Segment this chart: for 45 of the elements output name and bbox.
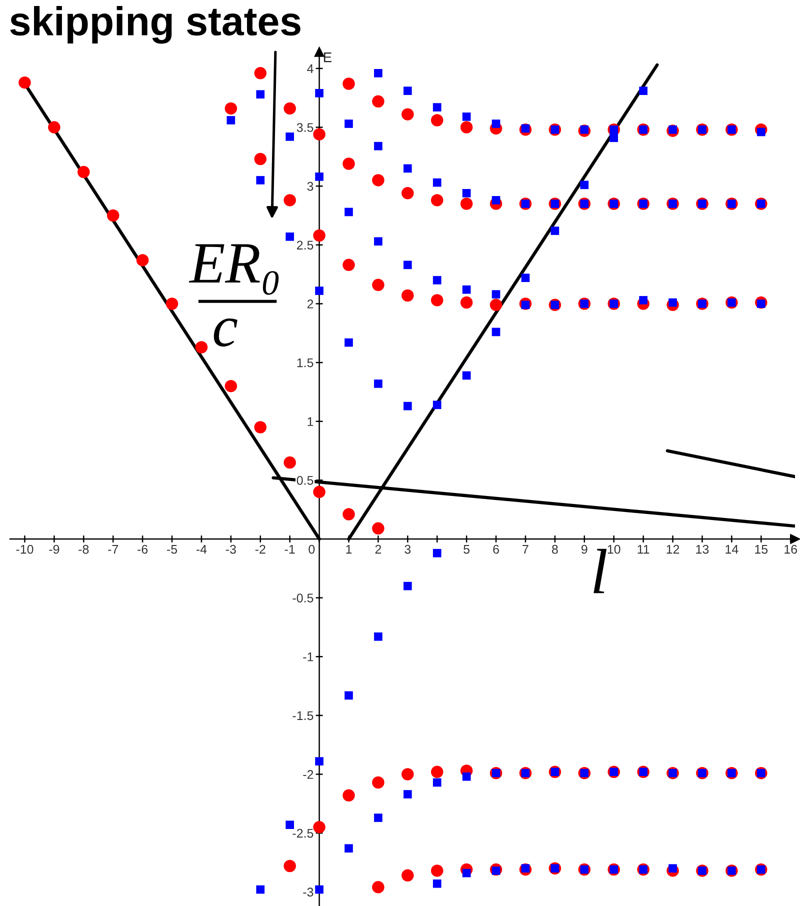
y-tick-label: 1 (308, 417, 314, 426)
x-tick-label: 7 (522, 545, 528, 554)
x-tick-label: 10 (608, 544, 620, 554)
y-tick-label: 4 (307, 64, 314, 73)
y-axis-title: E (324, 52, 332, 62)
x-tick-label: 11 (638, 545, 650, 554)
x-tick-label: 6 (493, 544, 499, 554)
x-tick-label: -4 (196, 545, 207, 554)
y-tick-label: -3 (303, 888, 314, 897)
x-tick-label: -6 (138, 544, 148, 554)
x-tick-label: 8 (552, 544, 558, 554)
x-tick-label: 9 (582, 544, 588, 554)
y-tick-label: 3 (307, 182, 314, 191)
x-tick-label: 5 (464, 545, 470, 554)
x-tick-label: 13 (696, 544, 709, 554)
text: skipping states (10, 6, 300, 44)
y-tick-label: 1.5 (297, 358, 314, 368)
x-tick-label: -3 (226, 544, 236, 554)
x-tick-label: -5 (167, 545, 178, 554)
annotation: c (214, 318, 238, 347)
x-tick-label: 1 (346, 545, 352, 554)
x-tick-label: 14 (726, 545, 738, 554)
y-tick-label: 0.5 (296, 476, 314, 485)
x-tick-label: -9 (49, 544, 60, 554)
x-tick-label: 0 (308, 544, 315, 554)
x-tick-label: -2 (255, 544, 266, 554)
y-tick-label: -2 (303, 770, 314, 779)
x-tick-label: -1 (284, 545, 295, 554)
y-tick-label: -1 (303, 652, 314, 662)
annotation: ER₀ (188, 244, 279, 295)
y-tick-label: 2 (307, 300, 314, 308)
x-tick-label: 3 (404, 544, 411, 554)
x-tick-label: 2 (375, 544, 382, 554)
x-tick-label: 12 (666, 544, 680, 554)
x-tick-label: -7 (108, 545, 118, 554)
y-tick-label: -0.5 (292, 594, 314, 602)
x-tick-label: 16 (784, 544, 797, 554)
x-tick-label: -8 (78, 544, 89, 554)
x-tick-label: 15 (755, 545, 768, 554)
y-tick-label: 2.5 (296, 240, 314, 250)
x-tick-label: -10 (16, 544, 34, 554)
y-tick-label: -2.5 (292, 828, 314, 838)
y-tick-label: -1.5 (292, 711, 314, 720)
x-axis-title: l (594, 548, 607, 594)
y-tick-label: 3.5 (296, 123, 314, 132)
